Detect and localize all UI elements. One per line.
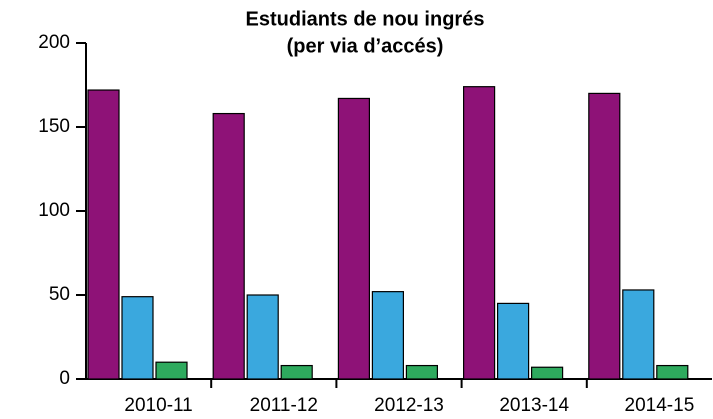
bar: [371, 291, 404, 380]
bar: [656, 364, 689, 380]
bar: [280, 364, 313, 380]
y-tick-label: 0: [59, 368, 70, 389]
x-tick-label: 2014-15: [625, 395, 695, 416]
bar: [463, 86, 496, 380]
bar: [530, 366, 564, 380]
chart-title: (per via d’accés): [287, 35, 444, 57]
bar: [246, 294, 279, 380]
x-tick-label: 2010-11: [124, 395, 192, 416]
chart-title: Estudiants de nou ingrés: [246, 8, 485, 30]
x-tick-label: 2011-12: [250, 395, 318, 416]
x-tick-label: 2013-14: [499, 395, 569, 416]
y-tick-label: 200: [38, 32, 70, 53]
y-tick-label: 100: [38, 200, 70, 221]
bar: [337, 97, 370, 380]
y-tick-label: 150: [38, 116, 70, 137]
bar: [155, 361, 188, 380]
bar: [212, 112, 245, 380]
y-tick-label: 50: [49, 284, 70, 305]
x-tick-label: 2012-13: [374, 395, 444, 416]
bar: [588, 92, 621, 380]
bar: [622, 289, 655, 380]
bar: [87, 89, 120, 380]
bar: [497, 302, 530, 380]
bar: [405, 364, 438, 380]
bar: [121, 296, 154, 380]
